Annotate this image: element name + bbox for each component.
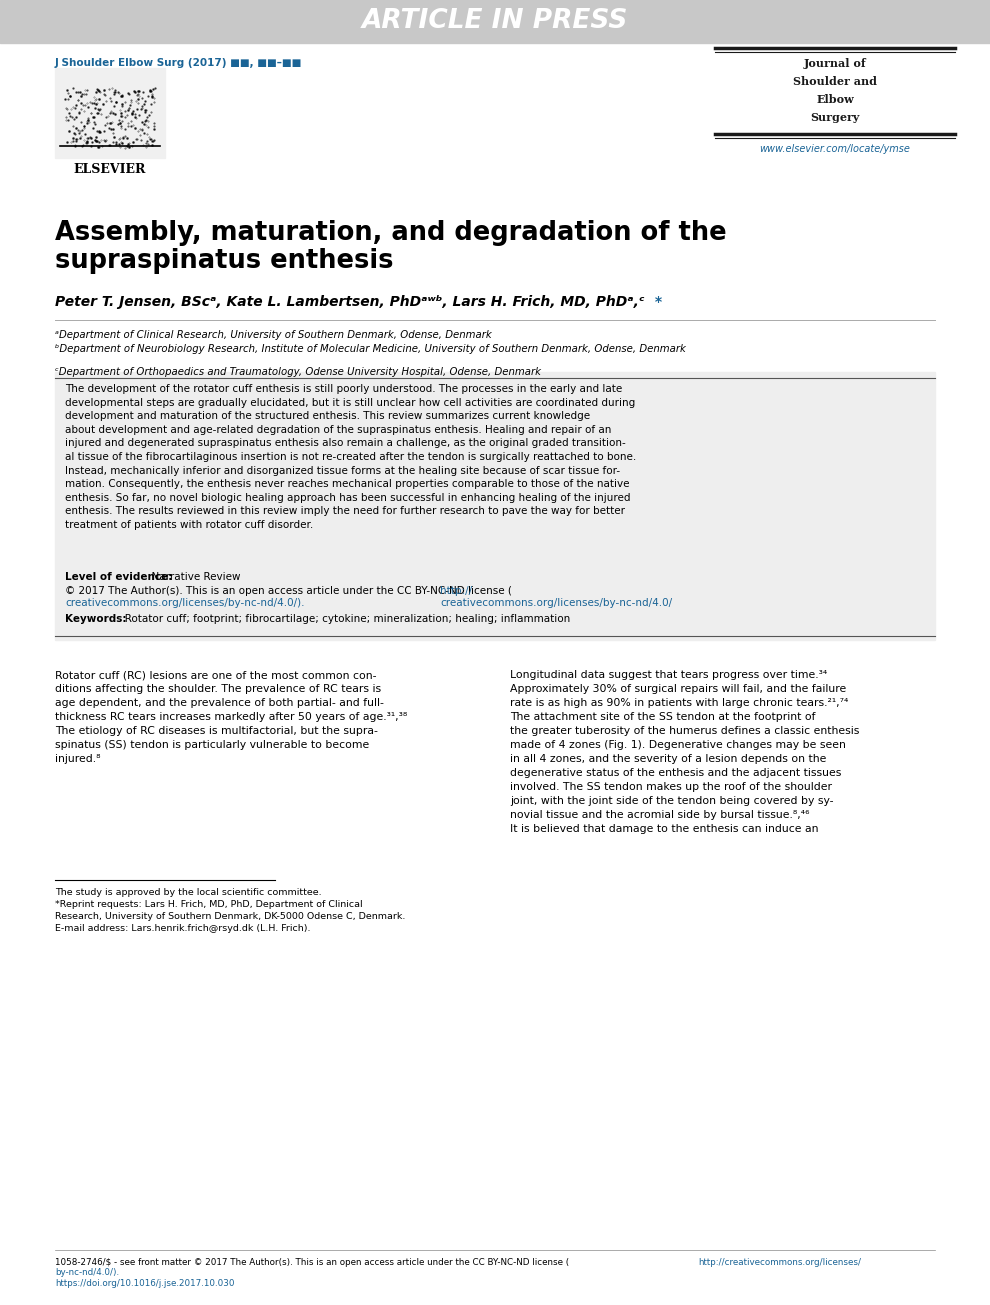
Text: www.elsevier.com/locate/ymse: www.elsevier.com/locate/ymse: [759, 144, 911, 154]
Text: Peter T. Jensen, BScᵃ, Kate L. Lambertsen, PhDᵃʷᵇ, Lars H. Frich, MD, PhDᵃ,ᶜ: Peter T. Jensen, BScᵃ, Kate L. Lambertse…: [55, 295, 644, 309]
Text: Longitudinal data suggest that tears progress over time.³⁴
Approximately 30% of : Longitudinal data suggest that tears pro…: [510, 669, 859, 834]
Bar: [0, 0, 990, 43]
Text: Keywords:: Keywords:: [65, 613, 127, 624]
Text: ARTICLE IN PRESS: ARTICLE IN PRESS: [361, 9, 629, 34]
Text: ᵇDepartment of Neurobiology Research, Institute of Molecular Medicine, Universit: ᵇDepartment of Neurobiology Research, In…: [55, 345, 686, 354]
Text: ᵃDepartment of Clinical Research, University of Southern Denmark, Odense, Denmar: ᵃDepartment of Clinical Research, Univer…: [55, 330, 492, 341]
Text: 1058-2746/$ - see front matter © 2017 The Author(s). This is an open access arti: 1058-2746/$ - see front matter © 2017 Th…: [55, 1258, 569, 1267]
Text: Surgery: Surgery: [810, 112, 859, 123]
Text: ELSEVIER: ELSEVIER: [74, 163, 147, 176]
Text: Journal of: Journal of: [804, 57, 866, 69]
Text: creativecommons.org/licenses/by-nc-nd/4.0/).: creativecommons.org/licenses/by-nc-nd/4.…: [65, 598, 305, 608]
Text: Narrative Review: Narrative Review: [145, 572, 241, 582]
Text: © 2017 The Author(s). This is an open access article under the CC BY-NC-ND licen: © 2017 The Author(s). This is an open ac…: [65, 586, 512, 596]
Text: supraspinatus enthesis: supraspinatus enthesis: [55, 248, 393, 274]
Text: The study is approved by the local scientific committee.
*Reprint requests: Lars: The study is approved by the local scien…: [55, 887, 405, 933]
Text: Elbow: Elbow: [816, 94, 853, 104]
Text: by-nc-nd/4.0/).: by-nc-nd/4.0/).: [55, 1268, 119, 1278]
Text: Rotator cuff (RC) lesions are one of the most common con-
ditions affecting the : Rotator cuff (RC) lesions are one of the…: [55, 669, 407, 763]
Text: *: *: [650, 295, 662, 309]
Text: Level of evidence:: Level of evidence:: [65, 572, 172, 582]
Bar: [55, 68, 165, 158]
Text: The development of the rotator cuff enthesis is still poorly understood. The pro: The development of the rotator cuff enth…: [65, 384, 637, 530]
Text: Rotator cuff; footprint; fibrocartilage; cytokine; mineralization; healing; infl: Rotator cuff; footprint; fibrocartilage;…: [115, 613, 570, 624]
Text: J Shoulder Elbow Surg (2017) ■■, ■■–■■: J Shoulder Elbow Surg (2017) ■■, ■■–■■: [55, 57, 302, 68]
Text: https://doi.org/10.1016/j.jse.2017.10.030: https://doi.org/10.1016/j.jse.2017.10.03…: [55, 1279, 235, 1288]
Text: http://creativecommons.org/licenses/: http://creativecommons.org/licenses/: [698, 1258, 861, 1267]
Text: Shoulder and: Shoulder and: [793, 76, 877, 87]
Bar: [55, 372, 935, 639]
Text: ᶜDepartment of Orthopaedics and Traumatology, Odense University Hospital, Odense: ᶜDepartment of Orthopaedics and Traumato…: [55, 367, 541, 377]
Text: http://
creativecommons.org/licenses/by-nc-nd/4.0/: http:// creativecommons.org/licenses/by-…: [440, 586, 672, 608]
Text: Assembly, maturation, and degradation of the: Assembly, maturation, and degradation of…: [55, 221, 727, 247]
